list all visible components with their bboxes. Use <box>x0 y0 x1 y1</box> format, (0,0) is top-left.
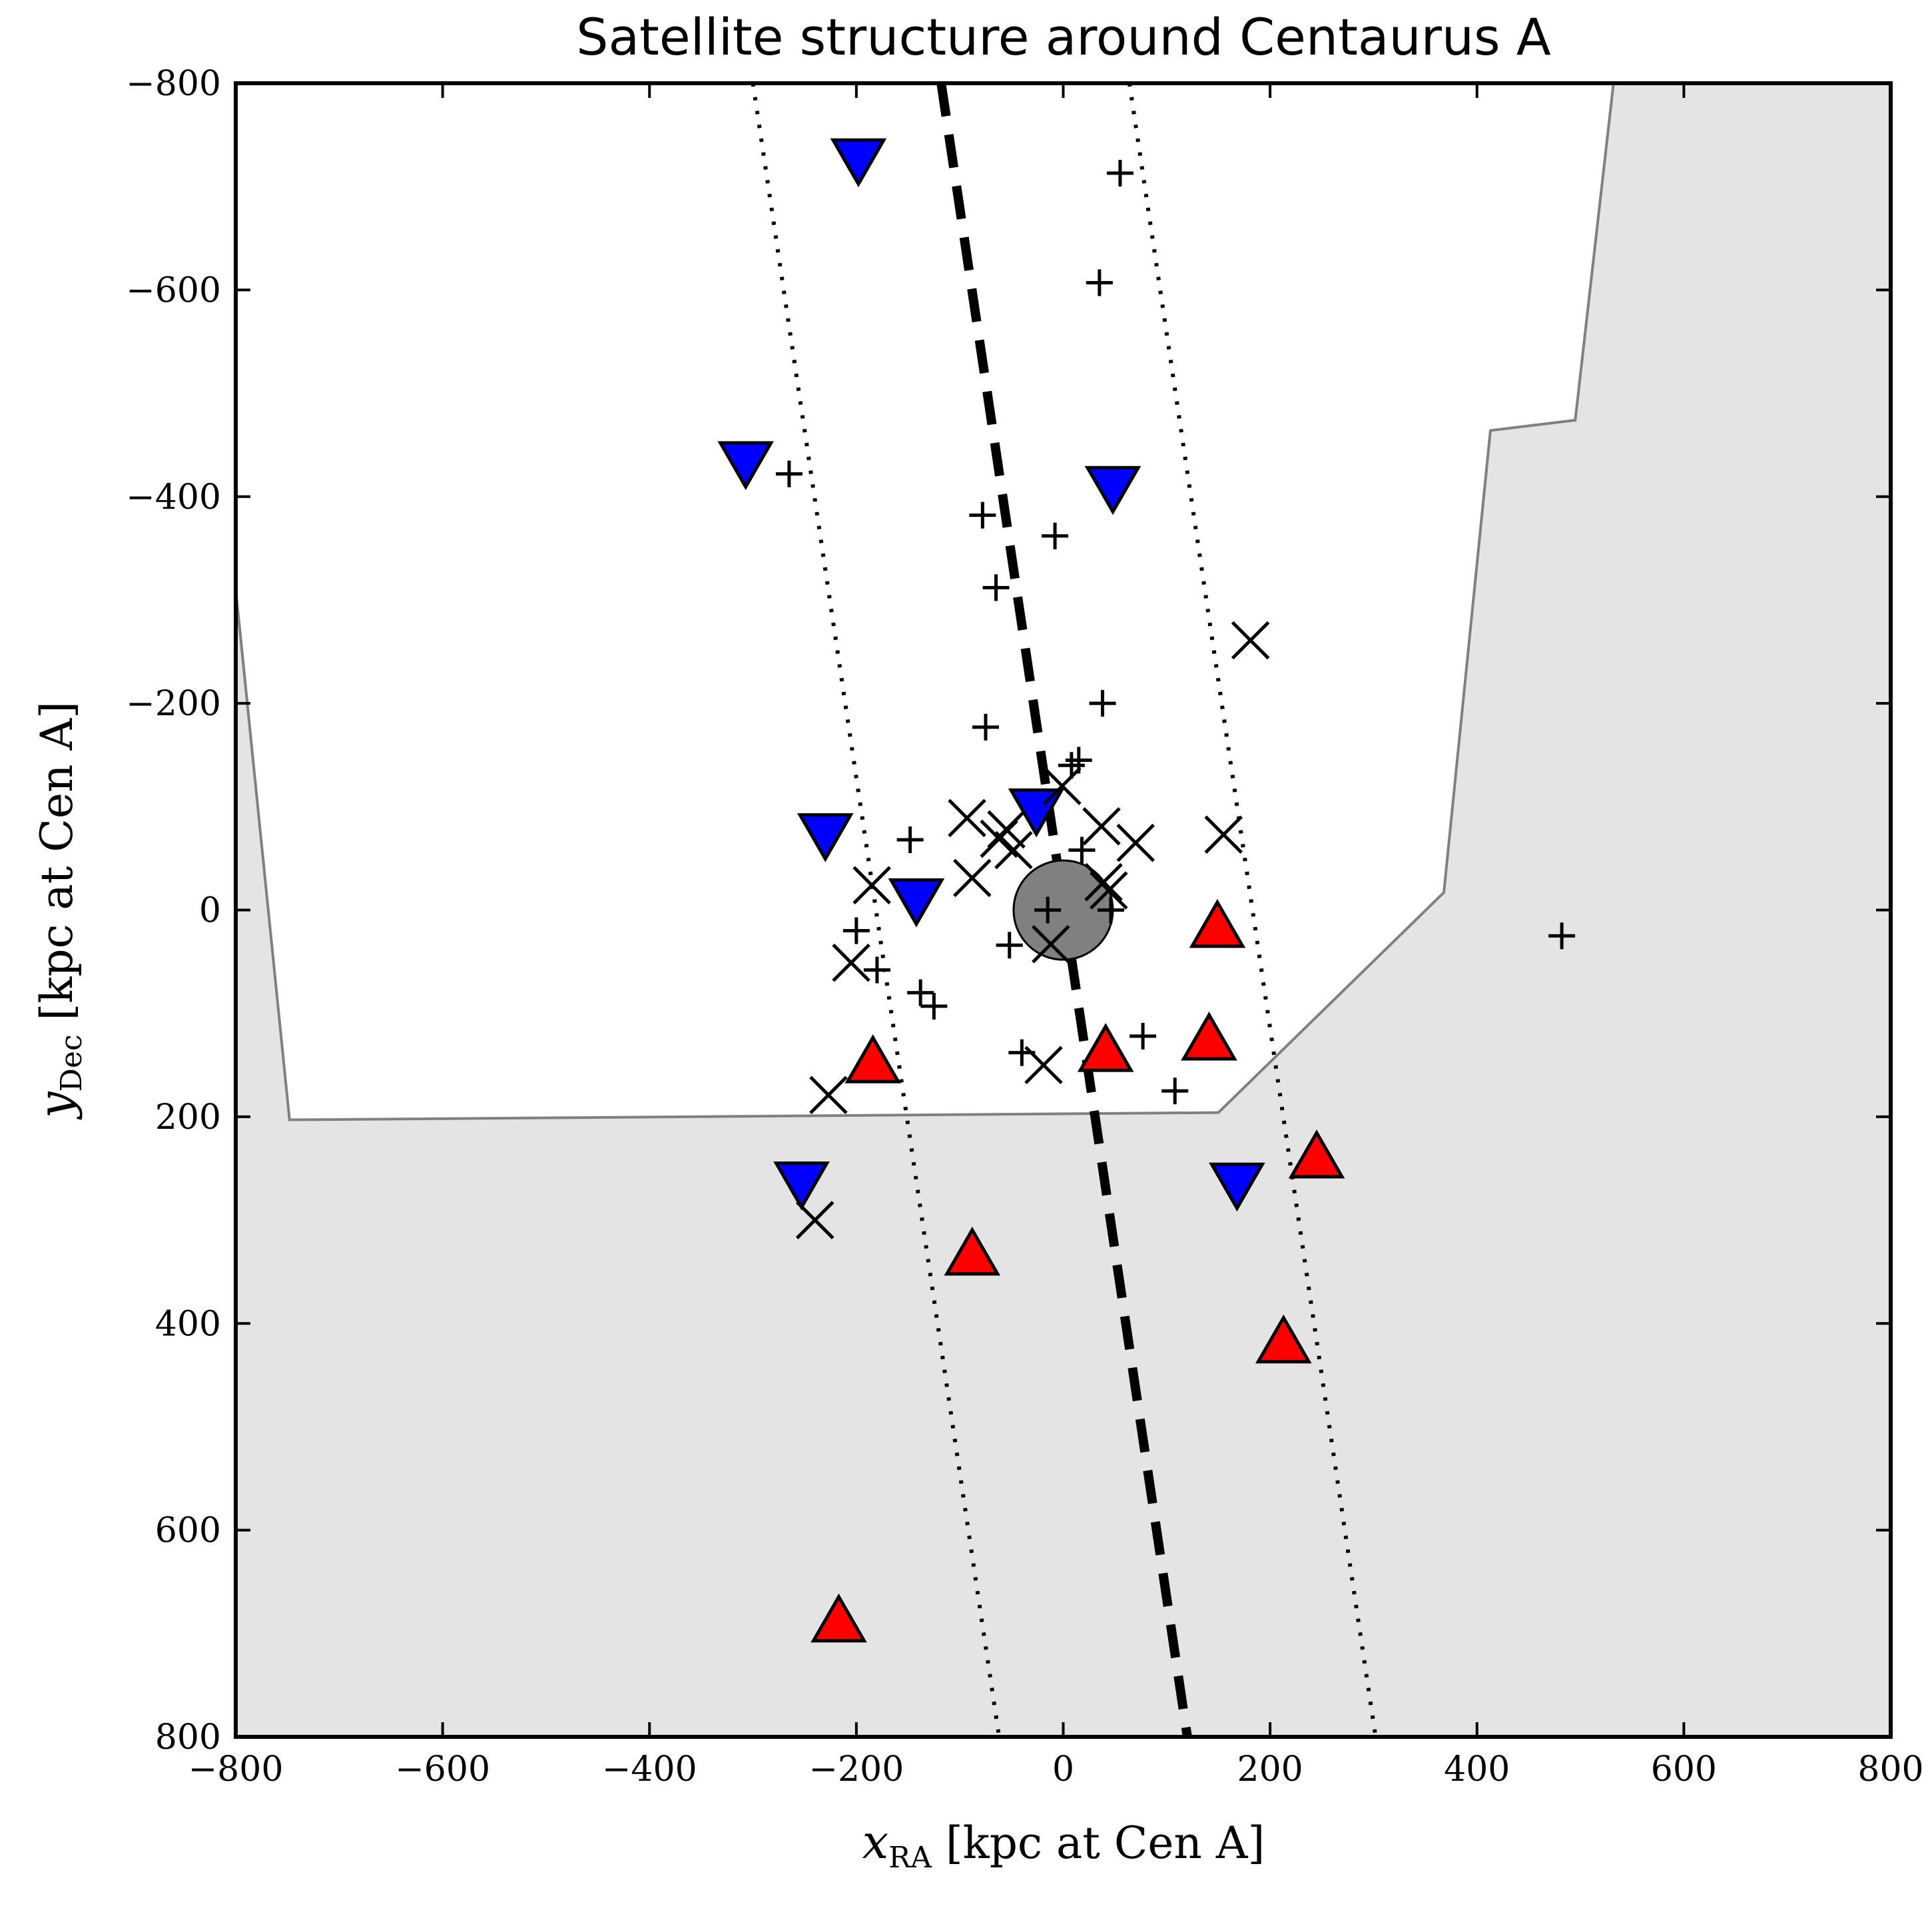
marker-cross-plus-6 <box>982 574 1010 601</box>
chart-title: Satellite structure around Centaurus A <box>576 7 1551 67</box>
marker-cross-plus-5 <box>1042 522 1069 549</box>
marker-cross-plus-10 <box>1058 752 1085 779</box>
marker-approaching-8 <box>1209 1162 1265 1212</box>
marker-receding-1 <box>1189 898 1246 948</box>
y-tick-labels: −800 −600 −400 −200 0 200 400 600 800 <box>126 64 221 1757</box>
marker-cross-x-16 <box>795 1201 834 1239</box>
marker-receding-3 <box>1077 1023 1134 1072</box>
y-axis-units: [kpc at Cen A] <box>31 701 83 1034</box>
marker-cross-x-10 <box>1084 862 1123 902</box>
marker-cross-plus-3 <box>775 460 803 487</box>
marker-receding-7 <box>1255 1314 1312 1364</box>
y-axis-label: yDec [kpc at Cen A] <box>29 701 89 1120</box>
y-tick-label: −400 <box>126 477 221 517</box>
y-tick-label: 0 <box>199 891 221 931</box>
marker-receding-8 <box>810 1593 867 1643</box>
marker-cross-x-18 <box>987 810 1026 849</box>
plot-frame <box>234 81 1893 1739</box>
marker-approaching-1 <box>830 138 887 188</box>
x-tick-labels: −800 −600 −400 −200 0 200 400 600 800 <box>188 1749 1924 1789</box>
marker-cross-x-6 <box>1116 823 1155 862</box>
marker-cross-x-5 <box>1082 807 1121 846</box>
marker-cross-x-4 <box>994 830 1033 870</box>
marker-cross-x-11 <box>1090 871 1128 910</box>
marker-approaching-5 <box>797 813 854 862</box>
marker-cross-x-2 <box>948 798 986 838</box>
marker-receding-6 <box>944 1226 1001 1276</box>
survey-footprint <box>236 83 1891 1737</box>
marker-approaching-3 <box>1084 466 1141 515</box>
x-axis-subscript: RA <box>888 1841 932 1875</box>
marker-cross-plus-7 <box>1089 690 1116 717</box>
marker-cross-plus-22 <box>1161 1078 1189 1105</box>
marker-cross-plus-1 <box>1106 160 1133 187</box>
marker-cross-plus-18 <box>907 979 934 1006</box>
y-tick-label: −800 <box>126 64 221 104</box>
x-tick-label: 800 <box>1857 1749 1923 1789</box>
x-axis-units: [kpc at Cen A] <box>932 1817 1265 1869</box>
x-tick-label: 400 <box>1444 1749 1510 1789</box>
marker-approaching-6 <box>888 878 945 928</box>
marker-cross-x-7 <box>1204 815 1243 854</box>
marker-cross-x-13 <box>1032 924 1070 964</box>
marker-cross-x-12 <box>832 943 870 982</box>
y-tick-label: −200 <box>126 684 221 724</box>
marker-cross-plus-2 <box>1086 269 1113 296</box>
marker-cross-plus-19 <box>920 992 948 1020</box>
marker-cross-x-8 <box>852 866 891 905</box>
x-axis-variable: x <box>862 1815 888 1869</box>
marker-cross-plus-17 <box>863 956 890 984</box>
x-tick-label: −200 <box>808 1749 904 1789</box>
marker-cross-plus-16 <box>996 932 1023 959</box>
y-axis-subscript: Dec <box>55 1034 89 1092</box>
x-tick-label: −400 <box>602 1749 697 1789</box>
marker-cross-plus-21 <box>1008 1039 1036 1066</box>
marker-receding-5 <box>1288 1129 1345 1179</box>
marker-cross-x-9 <box>953 858 992 898</box>
x-axis-label: xRA [kpc at Cen A] <box>862 1815 1265 1875</box>
marker-cross-plus-8 <box>972 713 1000 741</box>
marker-cross-plus-4 <box>969 501 996 529</box>
marker-receding-4 <box>1181 1012 1237 1061</box>
marker-cross-plus-13 <box>842 917 870 944</box>
x-tick-label: 600 <box>1651 1749 1717 1789</box>
y-tick-label: 400 <box>155 1304 221 1344</box>
marker-cross-plus-15 <box>1097 896 1124 924</box>
y-tick-label: −600 <box>126 270 221 310</box>
marker-cross-x-14 <box>809 1076 848 1115</box>
x-tick-label: 0 <box>1052 1749 1074 1789</box>
marker-cross-x-17 <box>1043 767 1082 806</box>
marker-cross-plus-14 <box>1034 896 1062 924</box>
marker-cross-plus-11 <box>896 826 924 853</box>
x-tick-label: −800 <box>188 1749 284 1789</box>
y-tick-label: 600 <box>155 1511 221 1551</box>
marker-approaching-7 <box>773 1161 830 1211</box>
marker-cross-plus-20 <box>1129 1022 1157 1050</box>
marker-approaching-2 <box>717 441 775 490</box>
y-tick-label: 200 <box>155 1098 221 1137</box>
x-tick-label: −600 <box>395 1749 490 1789</box>
marker-receding-2 <box>844 1034 902 1084</box>
y-tick-label: 800 <box>155 1718 221 1757</box>
x-tick-label: 200 <box>1237 1749 1303 1789</box>
marker-cross-plus-23 <box>1548 922 1576 950</box>
plot-area <box>236 83 1891 1737</box>
marker-cross-x-1 <box>1231 621 1270 660</box>
satellite-markers <box>717 138 1576 1643</box>
marker-cross-plus-12 <box>1068 836 1096 864</box>
y-axis-variable: y <box>29 1091 83 1120</box>
